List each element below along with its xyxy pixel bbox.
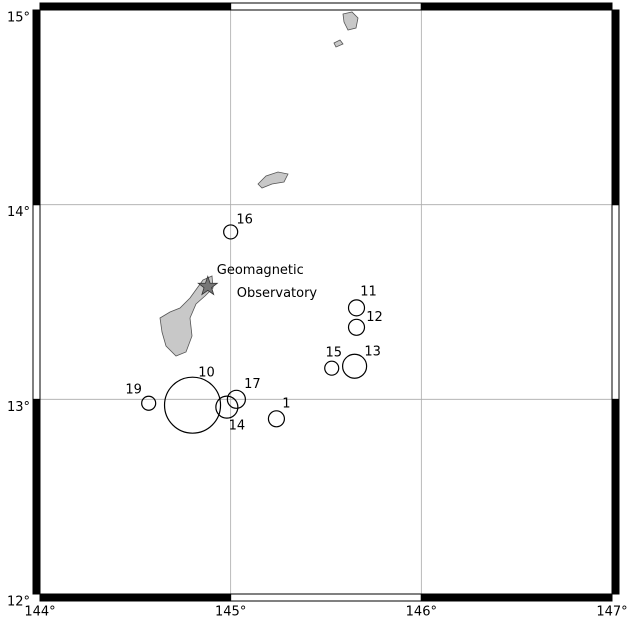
frame-segment — [611, 9, 620, 206]
event-circle — [141, 395, 157, 411]
frame-segment — [230, 593, 422, 602]
frame-segment — [611, 204, 620, 400]
event-circle — [163, 376, 222, 434]
event-label: 14 — [229, 419, 246, 434]
frame-segment — [39, 593, 232, 602]
x-tick-label: 144° — [24, 605, 55, 620]
event-label: 1 — [282, 396, 290, 411]
event-label: 11 — [360, 284, 377, 299]
event-label: 17 — [244, 377, 261, 392]
y-tick-label: 14° — [7, 205, 30, 220]
event-circle — [215, 395, 239, 419]
event-circle — [267, 410, 286, 428]
tinian — [342, 11, 359, 31]
aguijan — [333, 39, 344, 48]
x-tick-label: 146° — [406, 605, 437, 620]
event-circle — [347, 318, 366, 336]
frame-segment — [32, 204, 41, 400]
event-circle — [342, 353, 368, 379]
rota — [257, 171, 289, 189]
event-label: 19 — [125, 383, 142, 398]
event-label: 10 — [198, 366, 215, 381]
frame-segment — [39, 2, 232, 11]
event-label: 13 — [364, 345, 381, 360]
islands — [159, 11, 359, 357]
frame-segment — [32, 398, 41, 595]
frame-segment — [420, 2, 613, 11]
x-tick-label: 145° — [215, 605, 246, 620]
guam — [159, 275, 214, 357]
event-label: 15 — [325, 346, 342, 361]
frame-segment — [230, 2, 422, 11]
event-label: 16 — [236, 212, 253, 227]
y-tick-label: 12° — [7, 595, 30, 610]
map-area — [40, 10, 612, 594]
event-label: 12 — [366, 310, 383, 325]
x-tick-label: 147° — [596, 605, 627, 620]
frame — [39, 9, 613, 595]
station-star — [197, 275, 219, 296]
frame-segment — [611, 398, 620, 595]
event-circle — [223, 224, 239, 240]
y-tick-label: 13° — [7, 400, 30, 415]
event-circle — [324, 360, 340, 376]
station-label: Observatory — [237, 286, 318, 301]
frame-segment — [420, 593, 613, 602]
frame-segment — [32, 9, 41, 206]
event-circle — [226, 389, 246, 409]
station-label: Geomagnetic — [217, 263, 304, 278]
event-circle — [347, 299, 366, 317]
y-tick-label: 15° — [7, 11, 30, 26]
